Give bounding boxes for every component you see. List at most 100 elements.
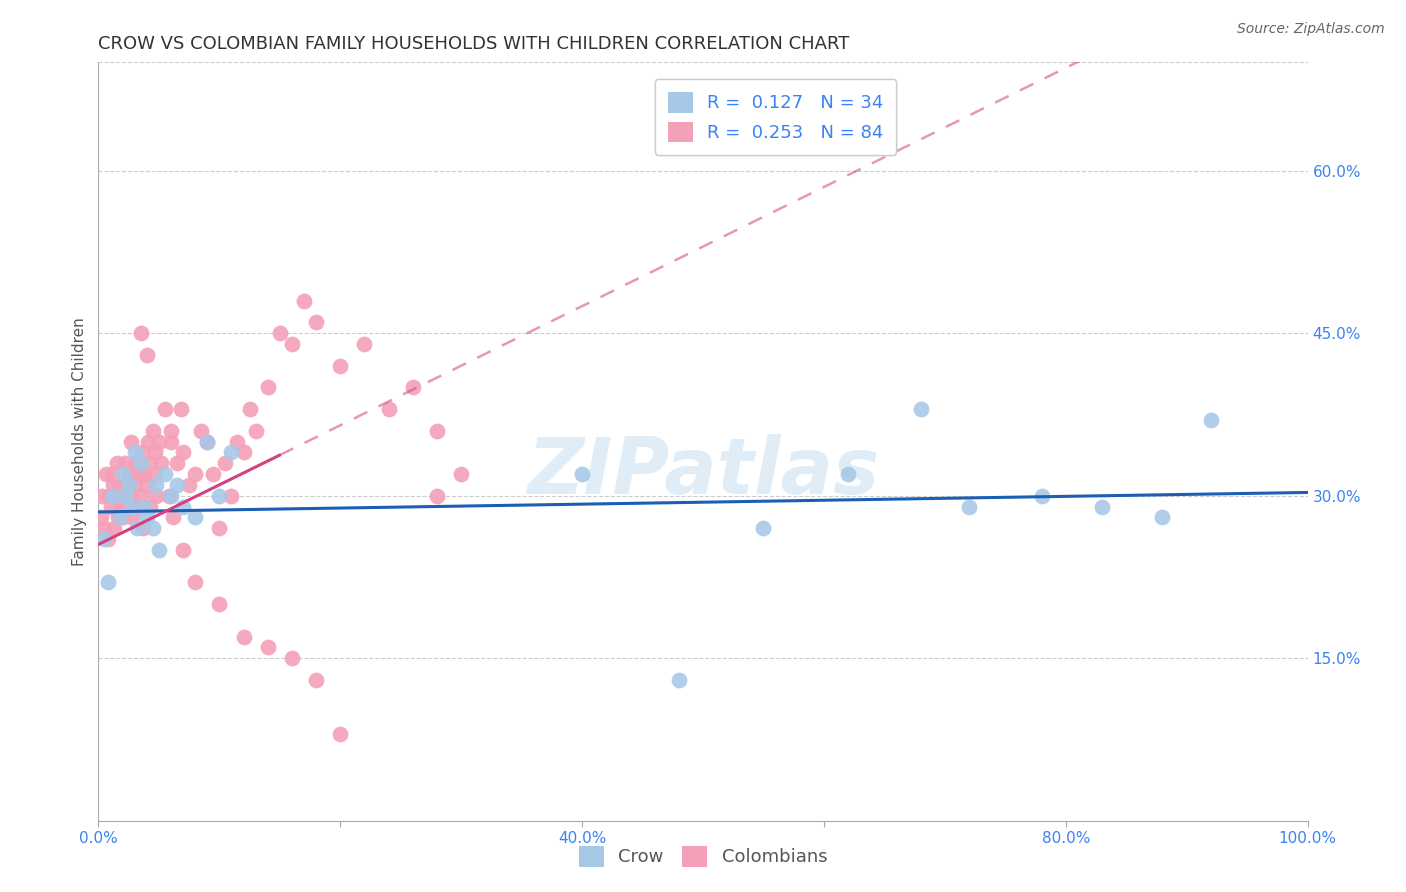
Point [571, 467, 593, 481]
Point [93, 532, 115, 546]
Point [118, 489, 141, 503]
Point [118, 478, 141, 492]
Point [135, 510, 157, 524]
Point [190, 424, 212, 438]
Point [184, 575, 207, 590]
Point [184, 510, 207, 524]
Point [172, 445, 194, 459]
Point [129, 326, 152, 341]
Point [142, 424, 165, 438]
Point [172, 500, 194, 514]
Point [139, 500, 162, 514]
Point [221, 445, 243, 459]
Y-axis label: Family Households with Children: Family Households with Children [72, 318, 87, 566]
Point [125, 456, 148, 470]
Point [169, 402, 191, 417]
Point [162, 510, 184, 524]
Point [166, 456, 188, 470]
Point [353, 337, 375, 351]
Point [108, 478, 131, 492]
Point [150, 456, 173, 470]
Point [1199, 413, 1222, 427]
Point [281, 651, 304, 665]
Point [1031, 489, 1053, 503]
Point [157, 489, 180, 503]
Point [195, 434, 218, 449]
Point [245, 424, 267, 438]
Point [111, 467, 134, 481]
Point [104, 489, 127, 503]
Point [305, 673, 328, 687]
Point [129, 489, 152, 503]
Point [134, 500, 156, 514]
Point [668, 673, 690, 687]
Point [221, 489, 243, 503]
Point [143, 445, 166, 459]
Point [172, 542, 194, 557]
Point [121, 500, 143, 514]
Point [226, 434, 249, 449]
Point [108, 510, 131, 524]
Point [402, 380, 425, 394]
Point [134, 467, 156, 481]
Point [377, 402, 399, 417]
Point [305, 315, 328, 329]
Point [103, 521, 125, 535]
Point [160, 424, 183, 438]
Point [153, 402, 176, 417]
Point [957, 500, 980, 514]
Point [184, 467, 207, 481]
Point [426, 489, 449, 503]
Point [142, 521, 165, 535]
Point [160, 434, 183, 449]
Point [110, 500, 132, 514]
Point [105, 456, 128, 470]
Point [112, 478, 135, 492]
Point [124, 445, 146, 459]
Point [1091, 500, 1114, 514]
Point [135, 348, 157, 362]
Point [450, 467, 472, 481]
Point [329, 359, 352, 373]
Point [837, 467, 859, 481]
Point [114, 456, 136, 470]
Point [752, 521, 775, 535]
Point [160, 489, 183, 503]
Point [97, 532, 120, 546]
Point [90, 510, 112, 524]
Point [114, 489, 136, 503]
Point [143, 467, 166, 481]
Point [148, 434, 170, 449]
Text: ZIPatlas: ZIPatlas [527, 434, 879, 510]
Point [101, 478, 124, 492]
Point [166, 478, 188, 492]
Point [136, 434, 159, 449]
Point [111, 510, 134, 524]
Point [145, 478, 167, 492]
Point [121, 510, 143, 524]
Point [124, 478, 146, 492]
Point [179, 478, 201, 492]
Point [239, 402, 262, 417]
Point [195, 434, 218, 449]
Point [232, 445, 254, 459]
Point [145, 489, 167, 503]
Point [269, 326, 291, 341]
Point [208, 597, 231, 611]
Point [131, 445, 153, 459]
Point [148, 542, 170, 557]
Point [202, 467, 225, 481]
Point [129, 456, 152, 470]
Point [232, 630, 254, 644]
Point [97, 575, 120, 590]
Legend: Crow, Colombians: Crow, Colombians [571, 838, 835, 874]
Point [100, 500, 122, 514]
Point [208, 489, 231, 503]
Text: Source: ZipAtlas.com: Source: ZipAtlas.com [1237, 22, 1385, 37]
Point [153, 467, 176, 481]
Point [256, 640, 278, 655]
Point [127, 500, 149, 514]
Point [127, 467, 149, 481]
Point [93, 521, 115, 535]
Legend: R =  0.127   N = 34, R =  0.253   N = 84: R = 0.127 N = 34, R = 0.253 N = 84 [655, 79, 896, 155]
